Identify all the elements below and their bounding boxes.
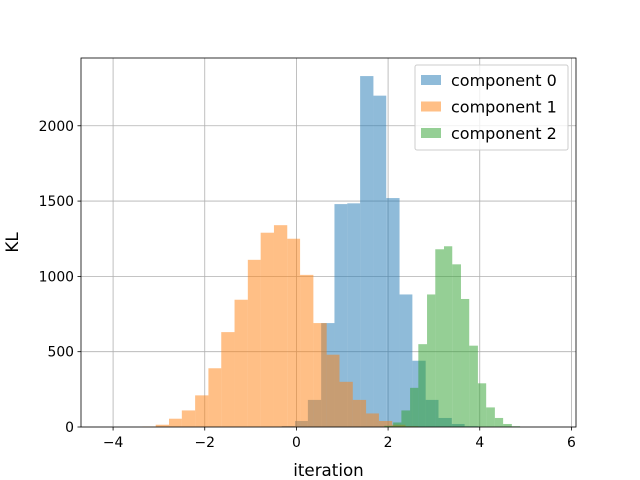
histogram-bar xyxy=(208,368,222,427)
histogram-bar xyxy=(169,418,182,427)
histogram-bars xyxy=(142,76,521,427)
histogram-bar xyxy=(460,298,470,427)
series-1-bars xyxy=(142,225,419,427)
histogram-bar xyxy=(339,381,353,427)
histogram-bar xyxy=(247,259,261,427)
histogram-bar xyxy=(347,203,361,427)
legend-swatch xyxy=(421,128,441,138)
axes-frame xyxy=(80,57,577,428)
histogram-bar xyxy=(360,76,374,427)
histogram-bar xyxy=(494,417,504,427)
histogram-bar xyxy=(386,198,400,427)
histogram-bar xyxy=(427,294,436,427)
histogram-bar xyxy=(477,383,487,427)
histogram-bar xyxy=(418,344,428,427)
y-axis-label: KL xyxy=(2,232,22,253)
x-tick-label: 2 xyxy=(384,435,393,451)
y-tick-label: 0 xyxy=(65,420,74,436)
y-tick-label: 1500 xyxy=(39,194,74,210)
histogram-bar xyxy=(452,264,461,427)
histogram-bar xyxy=(435,249,444,427)
y-tick-label: 2000 xyxy=(39,119,74,135)
y-tick-label: 1000 xyxy=(39,269,74,285)
histogram-bar xyxy=(300,274,314,427)
legend-swatch xyxy=(421,75,441,85)
histogram-bar xyxy=(486,407,495,427)
histogram-bar xyxy=(469,345,478,427)
histogram-bar xyxy=(399,294,413,427)
histogram-bar xyxy=(503,423,512,427)
x-tick-label: −2 xyxy=(195,435,215,451)
series-2-bars xyxy=(384,246,521,427)
histogram-bar xyxy=(181,410,196,427)
histogram-bar xyxy=(393,422,402,427)
histogram-bar xyxy=(444,246,453,427)
legend-frame xyxy=(414,64,569,151)
histogram-bar xyxy=(155,424,169,427)
legend-label: component 0 xyxy=(451,71,557,90)
x-tick-label: 6 xyxy=(567,435,576,451)
histogram-bar xyxy=(260,232,274,427)
histogram-bar xyxy=(352,399,367,427)
histogram-bar xyxy=(287,238,301,427)
legend-label: component 2 xyxy=(451,124,557,143)
histogram-bar xyxy=(234,299,248,427)
histogram-bar xyxy=(366,413,379,427)
histogram-bar xyxy=(410,387,419,427)
axis-ticks: −4 −2 0 2 4 6 0 500 1000 1500 2000 xyxy=(39,119,576,451)
y-tick-label: 500 xyxy=(47,345,74,361)
histogram-bar xyxy=(313,323,327,427)
legend-swatch xyxy=(421,101,441,112)
x-tick-label: 0 xyxy=(292,435,301,451)
histogram-bar xyxy=(384,425,394,427)
histogram-bar xyxy=(273,225,288,427)
legend-label: component 1 xyxy=(451,98,557,117)
histogram-bar xyxy=(326,354,340,427)
histogram-bar xyxy=(373,95,387,427)
x-tick-label: −4 xyxy=(103,435,124,451)
histogram-bar xyxy=(378,420,393,427)
legend: component 0 component 1 component 2 xyxy=(414,64,569,151)
histogram-bar xyxy=(221,332,235,427)
x-axis-label: iteration xyxy=(293,460,364,480)
x-tick-label: 4 xyxy=(475,435,484,451)
histogram-bar xyxy=(195,395,209,427)
histogram-bar xyxy=(401,410,411,427)
